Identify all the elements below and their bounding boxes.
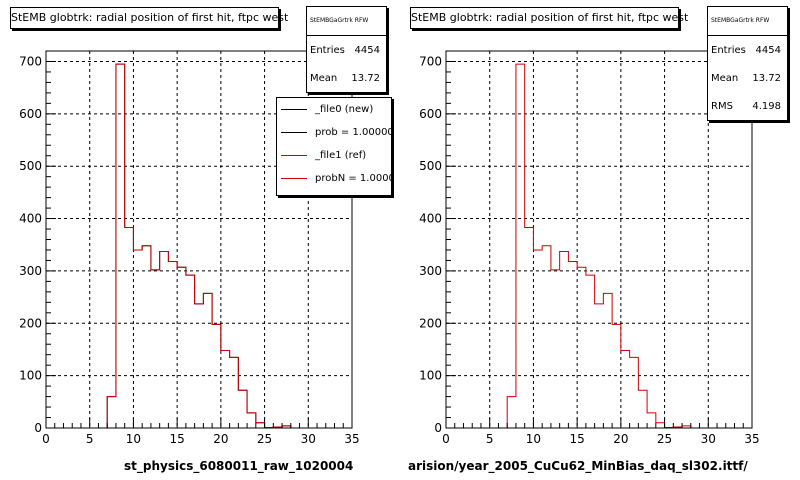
right-stats-mean-value: 13.72 (752, 72, 781, 84)
left-x-tick-label-0: 0 (42, 432, 50, 446)
right-stats-entries-label: Entries (711, 44, 746, 56)
left-stats-entries-value: 4454 (354, 44, 380, 56)
legend-label-prob: prob = 1.000000 (315, 127, 392, 138)
legend-entry-file0: _file0 (new) (277, 98, 391, 121)
legend-swatch-file0 (281, 109, 307, 110)
left-x-caption: st_physics_6080011_raw_1020004 (124, 459, 354, 473)
left-y-tick-label-1: 100 (19, 369, 42, 383)
right-y-tick-label-6: 600 (419, 107, 442, 121)
right-y-tick-label-2: 200 (419, 316, 442, 330)
legend-entry-probn: probN = 1.000000 (277, 167, 391, 190)
right-y-tick-label-7: 700 (419, 54, 442, 68)
left-stats-box: StEMBGaGrtrk RFW Entries 4454 Mean 13.72 (306, 6, 387, 93)
left-x-tick-label-6: 30 (301, 432, 316, 446)
right-stats-mean-row: Mean 13.72 (708, 64, 787, 92)
right-stats-header: StEMBGaGrtrk RFW (708, 7, 787, 36)
left-x-tick-label-2: 10 (126, 432, 141, 446)
left-stats-mean-row: Mean 13.72 (307, 64, 386, 92)
left-y-tick-label-4: 400 (19, 212, 42, 226)
right-stats-rms-row: RMS 4.198 (708, 92, 787, 120)
left-stats-entries-label: Entries (310, 44, 345, 56)
legend-entry-prob: prob = 1.000000 (277, 121, 391, 144)
right-x-tick-label-6: 30 (701, 432, 716, 446)
right-x-tick-label-0: 0 (442, 432, 450, 446)
left-stats-header: StEMBGaGrtrk RFW (307, 7, 386, 36)
legend-label-file1: _file1 (ref) (315, 150, 367, 161)
legend-swatch-prob (281, 132, 307, 133)
right-x-caption: arision/year_2005_CuCu62_MinBias_daq_sl3… (408, 459, 748, 473)
left-y-tick-label-2: 200 (19, 316, 42, 330)
right-histogram-pad: 0 5 10 15 20 25 30 35 0 100 200 300 400 500 600 700 StE… (400, 0, 800, 480)
legend-swatch-probn (281, 178, 307, 179)
right-stats-rms-label: RMS (711, 100, 733, 112)
right-y-tick-label-0: 0 (434, 421, 442, 435)
right-x-tick-label-4: 20 (613, 432, 628, 446)
right-x-tick-label-1: 5 (486, 432, 494, 446)
right-x-tick-label-5: 25 (657, 432, 672, 446)
left-x-tick-label-5: 25 (257, 432, 272, 446)
legend-label-file0: _file0 (new) (315, 104, 374, 115)
legend-entry-file1: _file1 (ref) (277, 144, 391, 167)
left-histogram-pad: 0 5 10 15 20 25 30 35 0 100 200 300 400 500 600 700 StE… (10, 6, 392, 473)
right-x-tick-label-3: 15 (570, 432, 585, 446)
right-stats-box: StEMBGaGrtrk RFW Entries 4454 Mean 13.72… (707, 6, 788, 121)
left-y-tick-label-5: 500 (19, 159, 42, 173)
left-y-tick-label-0: 0 (34, 421, 42, 435)
right-histogram-title: StEMB globtrk: radial position of first … (410, 7, 688, 29)
legend-swatch-file1 (281, 155, 307, 156)
right-y-tick-label-5: 500 (419, 159, 442, 173)
right-x-tick-label-2: 10 (526, 432, 541, 446)
right-stats-rms-value: 4.198 (752, 100, 781, 112)
left-x-tick-label-7: 35 (344, 432, 359, 446)
right-stats-entries-row: Entries 4454 (708, 36, 787, 64)
left-stats-mean-value: 13.72 (351, 72, 380, 84)
left-x-tick-label-4: 20 (213, 432, 228, 446)
right-y-tick-label-4: 400 (419, 212, 442, 226)
left-stats-entries-row: Entries 4454 (307, 36, 386, 64)
right-y-tick-label-3: 300 (419, 264, 442, 278)
left-x-tick-label-1: 5 (86, 432, 94, 446)
right-stats-mean-label: Mean (711, 72, 739, 84)
legend-label-probn: probN = 1.000000 (315, 173, 391, 184)
left-stats-mean-label: Mean (310, 72, 338, 84)
right-y-tick-label-1: 100 (419, 369, 442, 383)
right-stats-entries-value: 4454 (755, 44, 781, 56)
left-y-tick-label-3: 300 (19, 264, 42, 278)
left-x-tick-label-3: 15 (170, 432, 185, 446)
right-x-tick-label-7: 35 (744, 432, 759, 446)
left-y-tick-label-7: 700 (19, 54, 42, 68)
left-histogram-title: StEMB globtrk: radial position of first … (10, 7, 288, 29)
legend: _file0 (new) prob = 1.000000 _file1 (ref… (276, 97, 392, 196)
left-y-tick-label-6: 600 (19, 107, 42, 121)
